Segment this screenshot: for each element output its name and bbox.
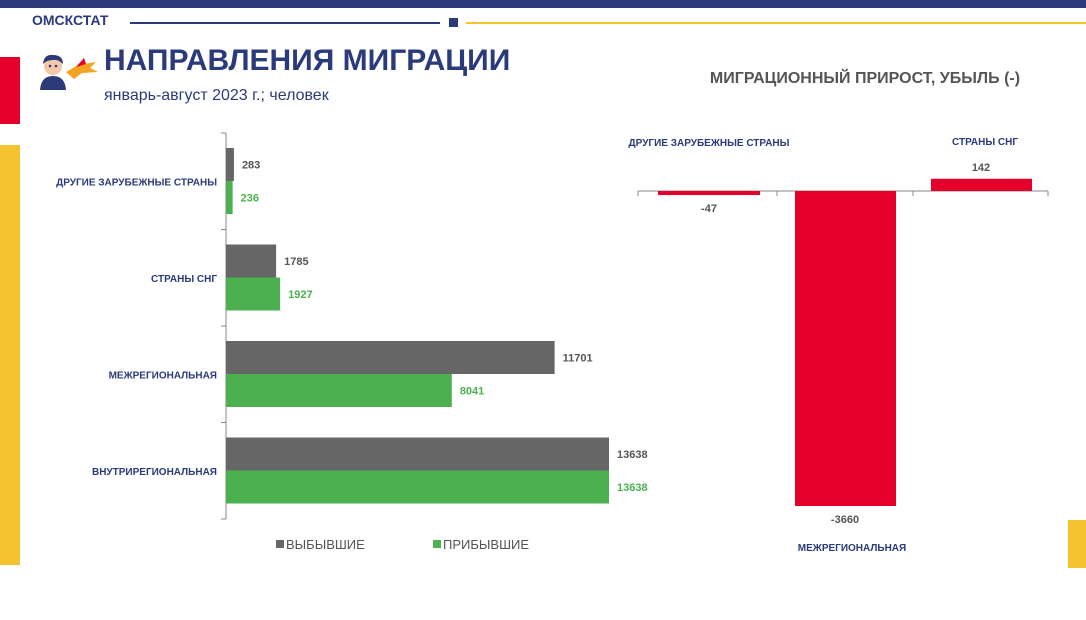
bar-departed	[226, 341, 555, 374]
brand-divider-blue	[130, 22, 440, 24]
net-chart-title: МИГРАЦИОННЫЙ ПРИРОСТ, УБЫЛЬ (-)	[709, 70, 1021, 87]
top-bar	[0, 0, 1086, 8]
legend-swatch	[276, 540, 284, 548]
category-label: ВНУТРИРЕГИОНАЛЬНАЯ	[92, 467, 217, 478]
left-red-accent	[0, 57, 20, 124]
page-subtitle: январь-август 2023 г.; человек	[104, 87, 329, 104]
net-bar	[658, 191, 760, 196]
category-label: ДРУГИЕ ЗАРУБЕЖНЫЕ СТРАНЫ	[56, 177, 217, 188]
right-yellow-accent	[1068, 520, 1086, 568]
bar-departed	[226, 148, 234, 181]
bar-arrived	[226, 374, 452, 407]
category-label: СТРАНЫ СНГ	[952, 137, 1018, 148]
data-label: 13638	[617, 482, 648, 494]
data-label: 236	[241, 193, 259, 205]
bar-arrived	[226, 277, 281, 311]
bar-arrived	[226, 181, 233, 214]
mascot-icon	[40, 54, 98, 90]
data-label: 11701	[563, 353, 593, 365]
legend-label: ВЫБЫВШИЕ	[286, 537, 365, 552]
data-label: 1927	[288, 289, 312, 301]
net-bar	[931, 178, 1032, 191]
data-label: 13638	[617, 449, 648, 461]
page-title: НАПРАВЛЕНИЯ МИГРАЦИИ	[104, 44, 511, 77]
brand-divider-yellow	[466, 22, 1086, 24]
data-label: 8041	[460, 386, 484, 398]
bar-arrived	[226, 470, 609, 504]
net-bar	[795, 191, 896, 506]
data-label: 1785	[284, 256, 308, 268]
bar-departed	[226, 244, 277, 278]
bar-departed	[226, 437, 609, 471]
brand-divider-square	[449, 18, 458, 27]
category-label: МЕЖРЕГИОНАЛЬНАЯ	[109, 370, 217, 381]
data-label: -3660	[831, 514, 859, 526]
data-label: 283	[242, 160, 260, 172]
brand-label: ОМСКСТАТ	[32, 12, 109, 28]
data-label: -47	[701, 203, 717, 215]
left-yellow-accent	[0, 145, 20, 565]
data-label: 142	[972, 162, 990, 174]
category-label: ДРУГИЕ ЗАРУБЕЖНЫЕ СТРАНЫ	[629, 138, 790, 149]
legend-swatch	[433, 540, 441, 548]
category-label: СТРАНЫ СНГ	[151, 274, 217, 285]
category-label: МЕЖРЕГИОНАЛЬНАЯ	[798, 543, 906, 554]
legend-label: ПРИБЫВШИЕ	[443, 537, 529, 552]
